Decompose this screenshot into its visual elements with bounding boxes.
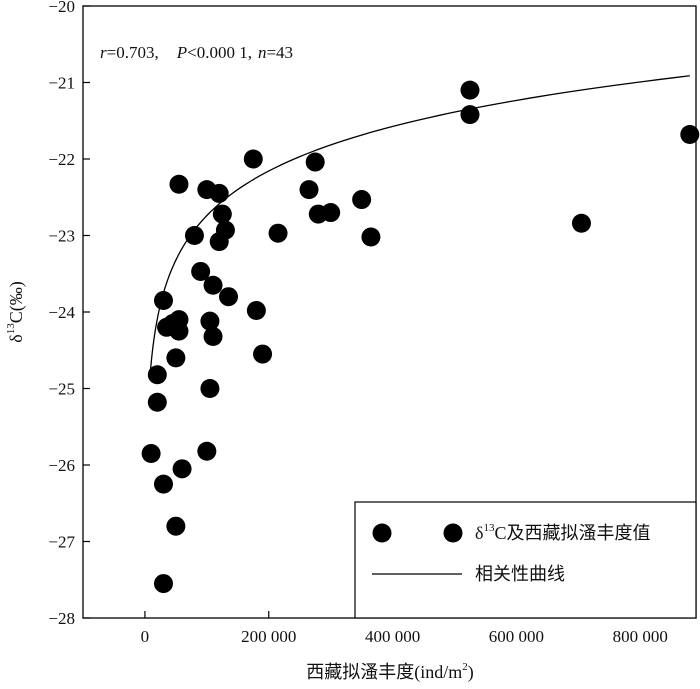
y-tick-label: −25 [48, 380, 75, 399]
r-symbol: r [100, 43, 107, 62]
y-tick-label: −21 [48, 74, 75, 93]
data-point [153, 291, 173, 311]
data-point [153, 574, 173, 594]
data-point [321, 203, 341, 223]
data-point [191, 261, 211, 281]
stats-annotation: r=0.703, P<0.000 1, n=43 [100, 43, 293, 62]
n-value: =43 [266, 43, 293, 62]
data-point [352, 190, 372, 210]
data-point [215, 220, 235, 240]
data-point [166, 516, 186, 536]
p-value: <0.000 1, [187, 43, 252, 62]
data-point [209, 183, 229, 203]
legend-line-label: 相关性曲线 [475, 564, 565, 584]
legend-label-rest: C及西藏拟溞丰度值 [494, 523, 650, 543]
legend-box [354, 501, 697, 619]
y-tick-label: −26 [48, 456, 75, 475]
data-point [299, 180, 319, 200]
data-point [460, 105, 480, 125]
p-symbol: P [176, 43, 187, 62]
data-point [169, 174, 189, 194]
data-point [212, 204, 232, 224]
data-point [153, 474, 173, 494]
x-tick-label: 0 [141, 627, 150, 646]
data-point [203, 275, 223, 295]
data-point [460, 80, 480, 100]
y-axis: −28 −27 −26 −25 −24 −23 −22 −21 −20 [48, 0, 90, 628]
data-point [268, 223, 288, 243]
legend-scatter-label: δ13C及西藏拟溞丰度值 [475, 522, 651, 543]
data-point [243, 149, 263, 169]
data-point [680, 125, 700, 145]
data-point [253, 344, 273, 364]
y-axis-title: δ13C(‰) [5, 281, 27, 342]
legend-marker-2 [443, 523, 463, 543]
y-axis-title-rest: C(‰) [6, 281, 27, 323]
y-tick-label: −23 [48, 227, 75, 246]
data-point [246, 300, 266, 320]
y-tick-label: −28 [48, 609, 75, 628]
data-point [219, 287, 239, 307]
x-tick-label: 600 000 [489, 627, 544, 646]
y-tick-label: −24 [48, 303, 75, 322]
data-point [141, 444, 161, 464]
data-point [172, 459, 192, 479]
data-point [197, 441, 217, 461]
x-axis: 0 200 000 400 000 600 000 800 000 [141, 611, 668, 646]
y-tick-label: −20 [48, 0, 75, 16]
data-point [200, 311, 220, 331]
data-point [305, 152, 325, 172]
legend-marker-1 [372, 523, 392, 543]
n-symbol: n [258, 43, 267, 62]
data-point [361, 227, 381, 247]
r-value: =0.703, [107, 43, 159, 62]
x-axis-title-superscript: 2 [462, 661, 468, 673]
data-point [203, 326, 223, 346]
x-tick-label: 200 000 [241, 627, 296, 646]
y-tick-label: −22 [48, 150, 75, 169]
x-tick-label: 800 000 [613, 627, 668, 646]
data-point [147, 392, 167, 412]
data-point [147, 365, 167, 385]
legend-superscript: 13 [483, 522, 495, 534]
data-point [184, 226, 204, 245]
data-point [169, 321, 189, 341]
y-tick-label: −27 [48, 533, 75, 552]
data-point [166, 348, 186, 368]
x-tick-label: 400 000 [365, 627, 420, 646]
x-axis-title-end: ) [468, 662, 474, 683]
y-axis-title-superscript: 13 [5, 323, 17, 335]
data-point [571, 213, 591, 233]
legend: δ13C及西藏拟溞丰度值 相关性曲线 [354, 501, 697, 619]
data-point [200, 379, 220, 398]
data-points-layer [141, 80, 700, 594]
x-axis-title: 西藏拟溞丰度(ind/m2) [306, 661, 474, 683]
